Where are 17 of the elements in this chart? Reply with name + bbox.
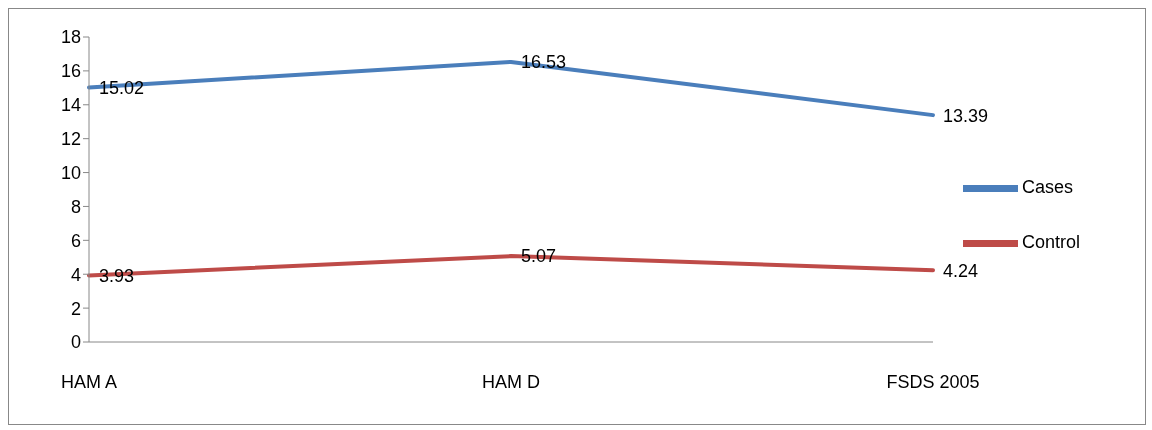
y-tick-label: 0 xyxy=(70,332,81,353)
legend-label: Control xyxy=(1022,231,1081,252)
y-tick-label: 12 xyxy=(60,129,81,150)
legend-label: Cases xyxy=(1022,176,1074,197)
data-label: 13.39 xyxy=(943,105,989,126)
y-tick-label: 6 xyxy=(70,230,81,251)
y-tick-label: 10 xyxy=(60,162,81,183)
x-tick-label: HAM A xyxy=(60,371,118,392)
y-tick-label: 16 xyxy=(60,61,81,82)
y-tick-label: 18 xyxy=(60,27,81,48)
y-tick-label: 14 xyxy=(60,95,81,116)
x-tick-label: FSDS 2005 xyxy=(886,371,980,392)
data-label: 4.24 xyxy=(943,260,979,281)
x-tick-label: HAM D xyxy=(482,371,540,392)
y-tick-label: 4 xyxy=(70,264,81,285)
y-tick-label: 2 xyxy=(70,298,81,319)
y-tick-label: 8 xyxy=(70,196,81,217)
